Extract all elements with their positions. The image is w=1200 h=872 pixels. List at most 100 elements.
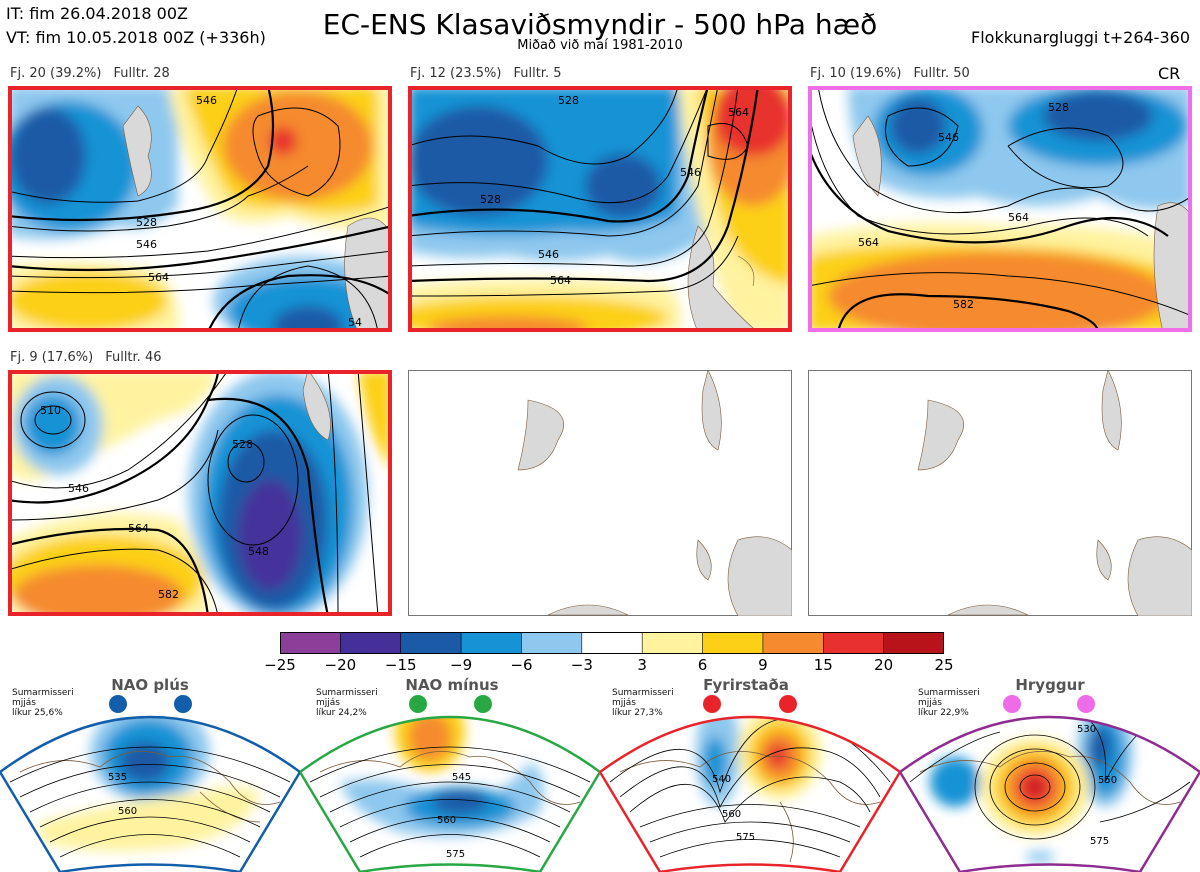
contour-label: 528 [136, 216, 157, 229]
contour-label: 575 [446, 849, 465, 860]
contour-label: 560 [722, 809, 741, 820]
regime-ridge-name: Hryggur [1015, 676, 1085, 694]
colorbar-tick-label: 20 [874, 656, 894, 674]
contour-label: 582 [953, 298, 974, 311]
contour-label: 510 [40, 404, 61, 417]
cluster-4-border [8, 370, 392, 616]
colorbar-tick-label: −25 [264, 656, 296, 674]
contour-label: 546 [538, 248, 559, 261]
colorbar-tick-label: 25 [934, 656, 954, 674]
colorbar-cell [521, 632, 583, 654]
contour-label: 548 [248, 545, 269, 558]
note-line: Sumarmisseri [918, 688, 980, 698]
colorbar-cell [340, 632, 402, 654]
colorbar-cell [883, 632, 944, 654]
cluster-2-label: Fj. 12 (23.5%) Fulltr. 5 [410, 66, 574, 81]
regime-nao-minus-name: NAO mínus [405, 676, 499, 694]
note-line: líkur 25,6% [12, 708, 63, 718]
colorbar-tick-label: 9 [758, 656, 768, 674]
colorbar-cell [400, 632, 462, 654]
note-line: mjjás [612, 698, 636, 708]
colorbar-tick-label: −15 [384, 656, 417, 674]
regime-blocking-note: Sumarmisseri mjjás líkur 27,3% [612, 688, 674, 718]
page-title: EC-ENS Klasaviðsmyndir - 500 hPa hæð [322, 8, 878, 41]
contour-label: 546 [938, 131, 959, 144]
cluster-4-label: Fj. 9 (17.6%) Fulltr. 46 [10, 350, 174, 365]
valid-time: VT: fim 10.05.2018 00Z (+336h) [6, 28, 266, 47]
cluster-1-map: 546 528 546 564 54 [8, 86, 392, 332]
cluster-4-map: 510 528 546 564 582 548 [8, 370, 392, 616]
colorbar-cell [702, 632, 764, 654]
contour-label: 564 [728, 106, 749, 119]
colorbar-cell [641, 632, 704, 654]
contour-label: 546 [680, 166, 701, 179]
contour-label: 528 [480, 193, 501, 206]
colorbar-tick-label: −20 [324, 656, 357, 674]
note-line: mjjás [12, 698, 36, 708]
contour-label: 564 [858, 236, 879, 249]
cluster-3-label: Fj. 10 (19.6%) Fulltr. 50 [810, 66, 982, 81]
contour-label: 530 [1077, 724, 1096, 735]
contour-label: 564 [148, 271, 169, 284]
cluster-3-border [808, 86, 1192, 332]
contour-label: 528 [1048, 101, 1069, 114]
cluster-3-rep: Fulltr. 50 [913, 66, 970, 81]
note-line: mjjás [316, 698, 340, 708]
colorbar-tick-label: 6 [697, 656, 708, 674]
contour-label: 540 [712, 774, 731, 785]
issue-time: IT: fim 26.04.2018 00Z [6, 4, 188, 23]
colorbar-tick-label: −6 [510, 656, 533, 674]
regime-nao-minus-map: 545 560 575 [300, 695, 600, 872]
cluster-3-freq: Fj. 10 (19.6%) [810, 66, 902, 81]
contour-label: 564 [1008, 211, 1029, 224]
cr-label: CR [1158, 64, 1181, 83]
cluster-1-border [8, 86, 392, 332]
cluster-1-freq: Fj. 20 (39.2%) [10, 66, 102, 81]
contour-label: 575 [736, 832, 755, 843]
contour-label: 582 [158, 588, 179, 601]
cluster-4-rep: Fulltr. 46 [105, 350, 162, 365]
cluster-1-label: Fj. 20 (39.2%) Fulltr. 28 [10, 66, 182, 81]
note-line: líkur 27,3% [612, 708, 663, 718]
contour-label: 575 [1090, 836, 1109, 847]
regime-nao-minus-note: Sumarmisseri mjjás líkur 24,2% [316, 688, 378, 718]
note-line: mjjás [918, 698, 942, 708]
colorbar [280, 632, 944, 654]
regime-blocking-map: 540 560 575 [600, 695, 900, 872]
colorbar-tick-label: 15 [813, 656, 833, 674]
contour-label: 546 [196, 94, 217, 107]
contour-label: 546 [68, 482, 89, 495]
note-line: Sumarmisseri [12, 688, 74, 698]
contour-label: 545 [452, 772, 471, 783]
contour-label: 528 [232, 438, 253, 451]
page-subtitle: Miðað við maí 1981-2010 [517, 38, 683, 53]
colorbar-cell [581, 632, 643, 654]
cluster-2-freq: Fj. 12 (23.5%) [410, 66, 502, 81]
colorbar-cell [762, 632, 825, 654]
note-line: Sumarmisseri [612, 688, 674, 698]
note-line: Sumarmisseri [316, 688, 378, 698]
cluster-2-border [408, 86, 792, 332]
regime-nao-plus-name: NAO plús [111, 676, 189, 694]
note-line: líkur 24,2% [316, 708, 367, 718]
regime-nao-plus-note: Sumarmisseri mjjás líkur 25,6% [12, 688, 74, 718]
colorbar-cell [460, 632, 523, 654]
cluster-4-freq: Fj. 9 (17.6%) [10, 350, 94, 365]
regime-blocking-name: Fyrirstaða [703, 676, 789, 694]
cluster-3-map: 546 528 564 564 582 [808, 86, 1192, 332]
colorbar-tick-label: 3 [637, 656, 647, 674]
contour-label: 560 [118, 806, 137, 817]
contour-label: 546 [136, 238, 157, 251]
contour-label: 54 [348, 316, 362, 329]
contour-label: 564 [128, 522, 149, 535]
colorbar-tick-label: −9 [450, 656, 473, 674]
regime-ridge-map: 530 550 575 [900, 695, 1200, 872]
regime-nao-plus-map: 535 560 [0, 695, 300, 872]
note-line: líkur 22,9% [918, 708, 969, 718]
contour-label: 535 [108, 772, 127, 783]
contour-label: 560 [437, 815, 456, 826]
colorbar-tick-label: −3 [570, 656, 593, 674]
colorbar-cell [822, 632, 885, 654]
contour-label: 550 [1098, 775, 1117, 786]
empty-map-6 [808, 370, 1192, 616]
